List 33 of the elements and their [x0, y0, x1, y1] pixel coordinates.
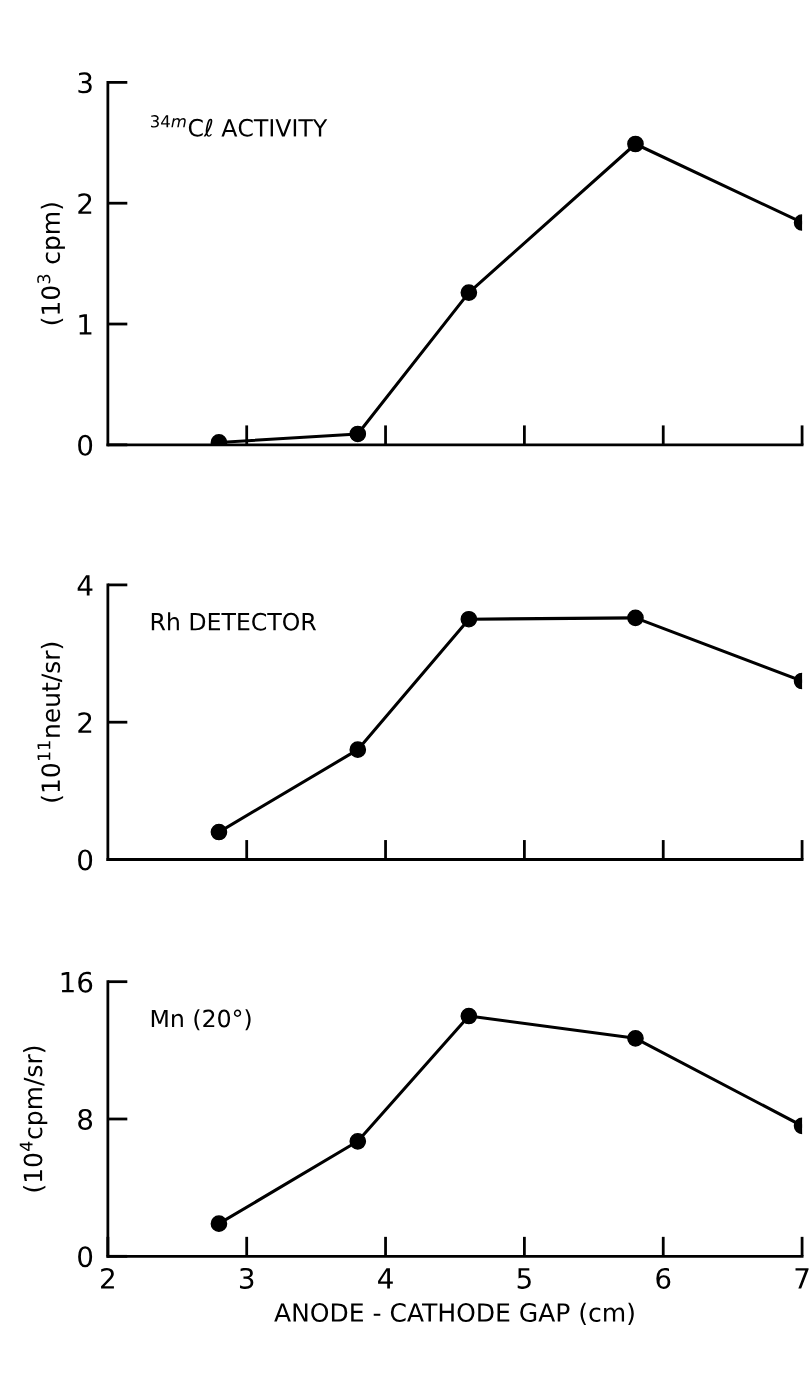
y-tick-label: 2: [78, 193, 92, 214]
y-tick-label: 0: [78, 434, 93, 456]
y-tick-label: 8: [78, 1108, 93, 1130]
y-axis-title: (10$^{4}$cpm/sr): [19, 1046, 48, 1192]
point: [349, 1132, 367, 1150]
x-tick-label: 6: [656, 1267, 671, 1289]
point: [627, 609, 644, 627]
y-tick-label: 2: [78, 712, 92, 733]
point: [210, 823, 228, 841]
point: [210, 1215, 228, 1233]
x-tick-label: 2: [101, 1267, 114, 1289]
y-axis-title: (10$^{11}$neut/sr): [37, 642, 64, 802]
point: [460, 284, 478, 301]
point: [349, 741, 367, 758]
annotation: Rh DETECTOR: [151, 612, 317, 631]
x-tick-label: 4: [378, 1268, 393, 1289]
x-tick-label: 5: [517, 1268, 531, 1289]
y-tick-label: 1: [79, 314, 92, 335]
x-axis-title: ANODE - CATHODE GAP (cm): [274, 1302, 634, 1325]
point: [349, 425, 367, 443]
y-tick-label: 0: [78, 849, 93, 871]
y-tick-label: 0: [78, 1246, 93, 1268]
annotation: $^{34m}$Cℓ ACTIVITY: [151, 115, 328, 137]
y-tick-label: 16: [61, 971, 93, 993]
y-tick-label: 4: [77, 575, 93, 596]
annotation: Mn (20°): [151, 1009, 251, 1031]
y-tick-label: 3: [78, 72, 92, 94]
x-tick-label: 7: [795, 1268, 809, 1289]
point: [460, 1007, 478, 1025]
y-axis-title: (10$^{3}$ cpm): [37, 203, 65, 325]
point: [627, 1029, 644, 1047]
x-tick-label: 3: [239, 1267, 254, 1289]
point: [460, 610, 478, 628]
